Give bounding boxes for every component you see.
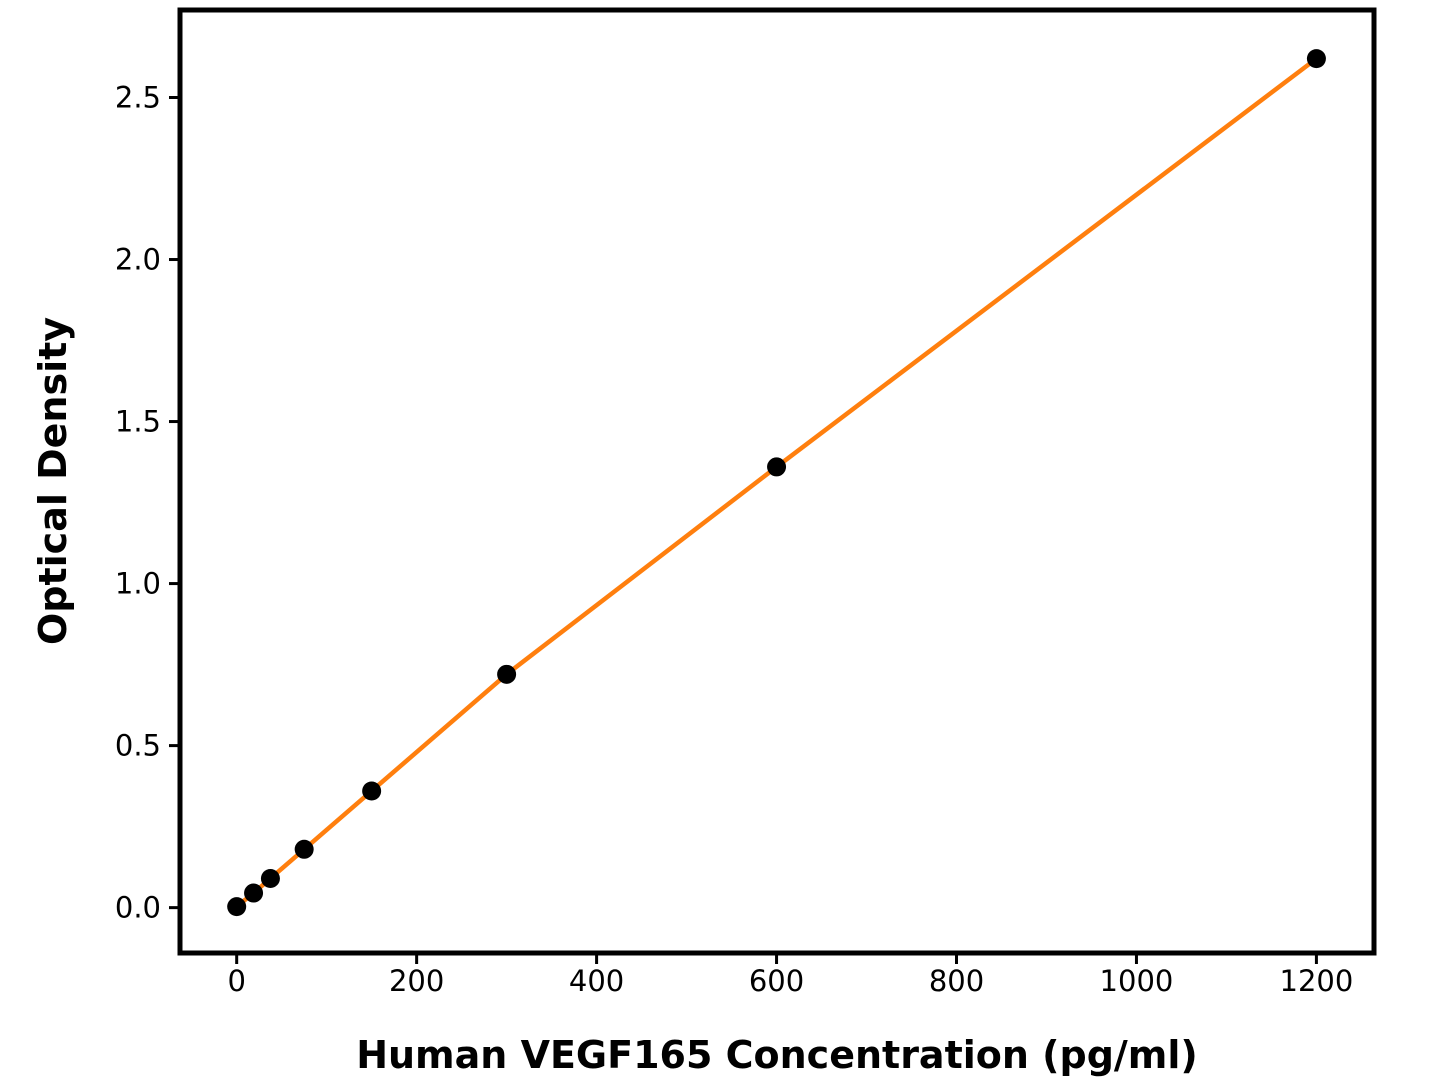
x-tick-label: 1200 (1280, 964, 1354, 998)
data-point (294, 839, 314, 859)
y-tick-label: 2.5 (115, 80, 161, 114)
data-point (260, 868, 280, 888)
data-point (244, 883, 264, 903)
y-tick-label: 2.0 (115, 243, 161, 277)
x-tick-label: 800 (929, 964, 984, 998)
x-tick-label: 400 (569, 964, 624, 998)
plot-area: 0 200 400 600 800 1000 1200 0.0 0.5 1.0 1.5 2.0 2.5 (115, 7, 1377, 998)
data-point (767, 457, 787, 477)
x-tick-label: 600 (749, 964, 804, 998)
y-tick-label: 1.5 (115, 405, 161, 439)
y-tick-label: 0.5 (115, 729, 161, 763)
data-point (227, 897, 247, 917)
data-point (497, 664, 517, 684)
x-axis-label: Human VEGF165 Concentration (pg/ml) (356, 1033, 1198, 1077)
x-tick-label: 0 (227, 964, 245, 998)
y-tick-label: 0.0 (115, 891, 161, 925)
y-axis-label: Optical Density (31, 317, 75, 645)
x-tick-label: 1000 (1100, 964, 1174, 998)
y-tick-label: 1.0 (115, 567, 161, 601)
data-point (1306, 49, 1326, 69)
standard-curve-line (234, 56, 1319, 909)
data-point (362, 781, 382, 801)
plot-border (177, 7, 1377, 956)
x-tick-label: 200 (389, 964, 444, 998)
